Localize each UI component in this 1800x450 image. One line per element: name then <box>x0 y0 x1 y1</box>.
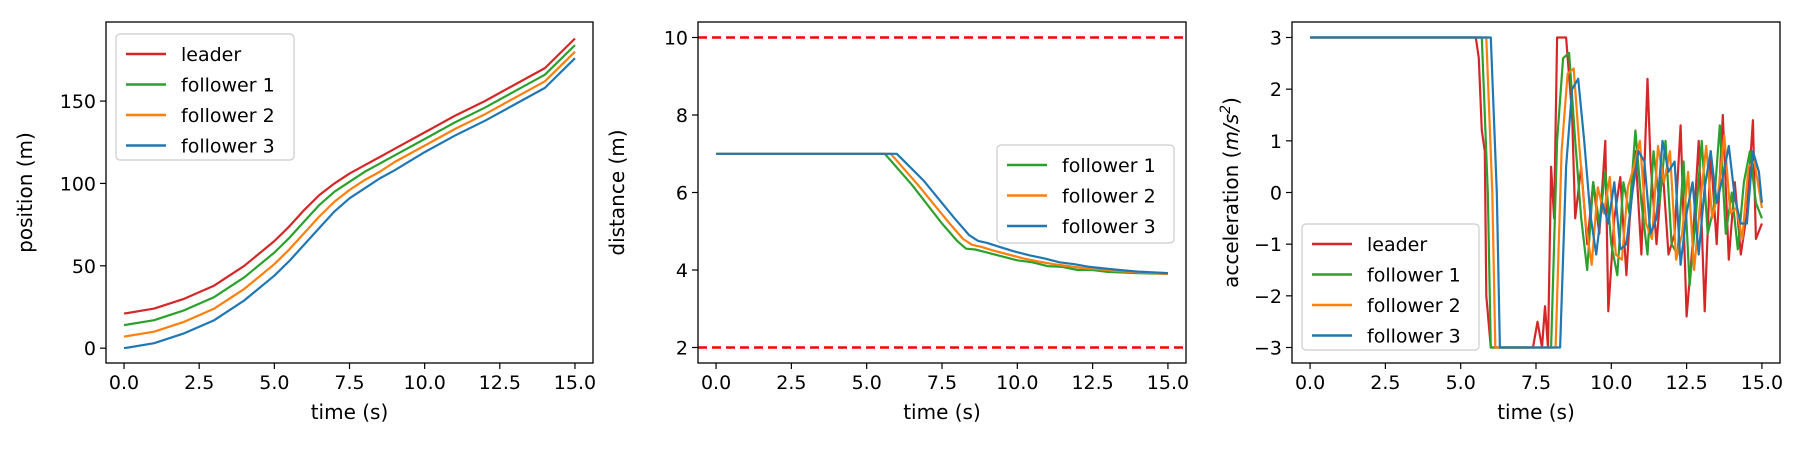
legend-label: follower 2 <box>181 105 275 127</box>
y-tick-label: 8 <box>676 105 688 127</box>
y-axis-label: acceleration (m/s2) <box>1218 97 1243 288</box>
series-group <box>123 37 576 350</box>
y-tick-label: 50 <box>72 256 96 278</box>
y-tick-label: 2 <box>1270 79 1282 101</box>
x-tick-label: 5.0 <box>852 372 882 394</box>
series-line-follower-3 <box>1310 36 1763 349</box>
legend-label: follower 1 <box>1367 265 1461 287</box>
legend-label: follower 2 <box>1367 295 1461 317</box>
legend-label: follower 3 <box>1062 216 1156 238</box>
y-tick-label: 10 <box>664 28 688 50</box>
x-tick-label: 10.0 <box>403 372 445 394</box>
series-line-follower-1 <box>716 152 1168 275</box>
chart-panel-3: 0.0 2.5 5.0 7.5 10.0 12.5 15.0 −3 −2 −1 0 1 2 3 time (… <box>1218 21 1783 424</box>
x-tick-label: 15.0 <box>1741 372 1783 394</box>
y-axis-label-unit: m/s <box>1219 114 1243 151</box>
y-axis-label: distance (m) <box>605 129 629 255</box>
chart-panel-1: 0.0 2.5 5.0 7.5 10.0 12.5 15.0 0 50 100 150 time (s… <box>13 21 596 424</box>
x-axis-label: time (s) <box>903 400 981 424</box>
series-line-follower-2 <box>1310 36 1763 349</box>
y-tick-label: −2 <box>1254 286 1282 308</box>
chart-panel-2: 0.0 2.5 5.0 7.5 10.0 12.5 15.0 2 4 6 8 10 time (s) di… <box>605 21 1189 424</box>
legend-label: follower 3 <box>1367 326 1461 348</box>
series-line-leader <box>123 37 576 315</box>
x-tick-label: 12.5 <box>1665 372 1707 394</box>
legend-box <box>1301 223 1480 351</box>
x-tick-label: 2.5 <box>776 372 806 394</box>
legend: follower 1 follower 2 follower 3 <box>996 144 1175 244</box>
y-tick-label: 0 <box>84 338 96 360</box>
y-tick-label: −1 <box>1254 234 1282 256</box>
y-tick-label: 4 <box>676 260 688 282</box>
legend-box <box>115 33 295 161</box>
y-tick-label: 6 <box>676 183 688 205</box>
legend-label: follower 2 <box>1062 186 1156 208</box>
x-tick-label: 0.0 <box>1295 372 1325 394</box>
x-tick-label: 7.5 <box>1521 372 1551 394</box>
series-line-follower-1 <box>123 44 576 327</box>
x-axis-label: time (s) <box>311 400 389 424</box>
legend-label: leader <box>1367 234 1427 256</box>
y-tick-label: 3 <box>1270 28 1282 50</box>
legend: leader follower 1 follower 2 follower 3 <box>115 33 295 161</box>
y-axis-label-suffix: ) <box>1219 97 1243 105</box>
legend-label: follower 3 <box>181 136 275 158</box>
series-line-follower-3 <box>716 152 1168 275</box>
x-tick-label: 0.0 <box>109 372 139 394</box>
y-tick-label: 1 <box>1270 131 1282 153</box>
x-tick-label: 0.0 <box>701 372 731 394</box>
x-tick-label: 5.0 <box>1446 372 1476 394</box>
series-group <box>716 152 1168 275</box>
y-tick-label: 0 <box>1270 183 1282 205</box>
x-tick-label: 7.5 <box>334 372 364 394</box>
x-tick-label: 12.5 <box>479 372 521 394</box>
y-axis-label-prefix: acceleration ( <box>1219 151 1243 288</box>
series-line-follower-3 <box>123 57 576 350</box>
x-tick-label: 12.5 <box>1071 372 1113 394</box>
legend: leader follower 1 follower 2 follower 3 <box>1301 223 1480 351</box>
y-tick-label: 100 <box>60 173 96 195</box>
x-tick-label: 15.0 <box>554 372 596 394</box>
legend-label: follower 1 <box>181 75 275 97</box>
x-tick-label: 10.0 <box>996 372 1038 394</box>
series-line-follower-2 <box>123 50 576 338</box>
x-axis-label: time (s) <box>1497 400 1575 424</box>
x-tick-label: 2.5 <box>184 372 214 394</box>
series-line-follower-2 <box>716 152 1168 275</box>
y-tick-label: 2 <box>676 338 688 360</box>
x-tick-label: 7.5 <box>927 372 957 394</box>
y-tick-label: −3 <box>1254 338 1282 360</box>
y-axis-label-exp: 2 <box>1218 105 1234 114</box>
y-axis-label: position (m) <box>13 132 37 253</box>
x-tick-label: 10.0 <box>1590 372 1632 394</box>
x-tick-label: 2.5 <box>1370 372 1400 394</box>
series-group <box>1310 36 1763 349</box>
legend-label: follower 1 <box>1062 155 1156 177</box>
legend-label: leader <box>181 44 241 66</box>
y-tick-label: 150 <box>60 91 96 113</box>
legend-box <box>996 144 1175 244</box>
x-tick-label: 15.0 <box>1147 372 1189 394</box>
x-tick-label: 5.0 <box>259 372 289 394</box>
